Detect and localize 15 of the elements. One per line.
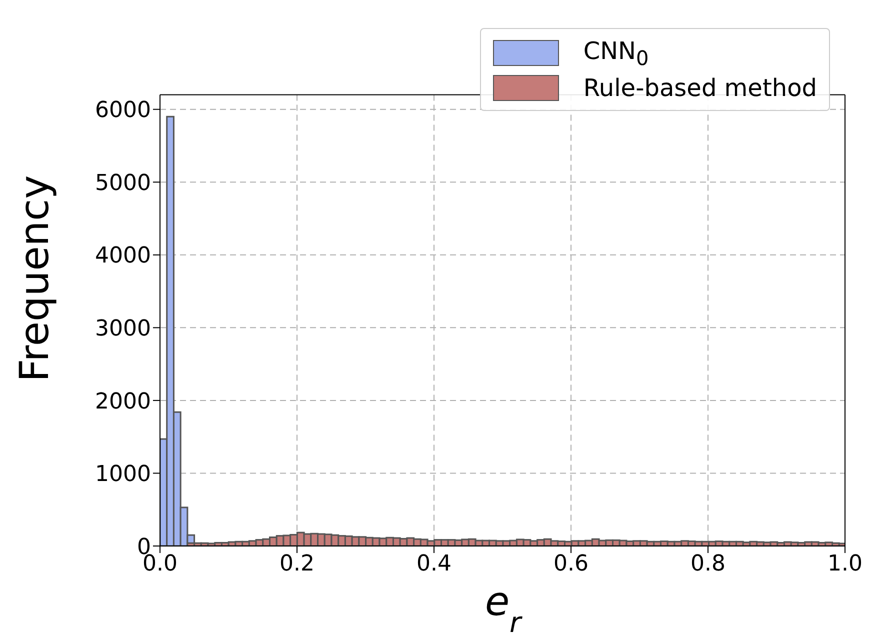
x-tick-label: 0.6 — [554, 552, 588, 577]
x-tick-label: 0.2 — [280, 552, 314, 577]
legend-label: Rule-based method — [583, 74, 817, 102]
legend-label: CNN$_{0}$ — [583, 37, 649, 70]
x-axis-title: e$_{r}$ — [484, 579, 523, 638]
y-tick-label: 6000 — [95, 98, 151, 124]
y-tick-label: 1000 — [95, 462, 151, 488]
x-tick-label: 0.8 — [690, 552, 726, 577]
y-tick-label: 2000 — [95, 389, 151, 414]
x-tick-label: 0.4 — [416, 552, 452, 577]
y-axis-title: Frequency — [12, 175, 58, 382]
y-tick-label: 5000 — [95, 170, 151, 196]
x-tick-label: 1.0 — [828, 552, 862, 577]
y-tick-label: 4000 — [95, 244, 151, 269]
y-tick-label: 3000 — [95, 316, 151, 342]
